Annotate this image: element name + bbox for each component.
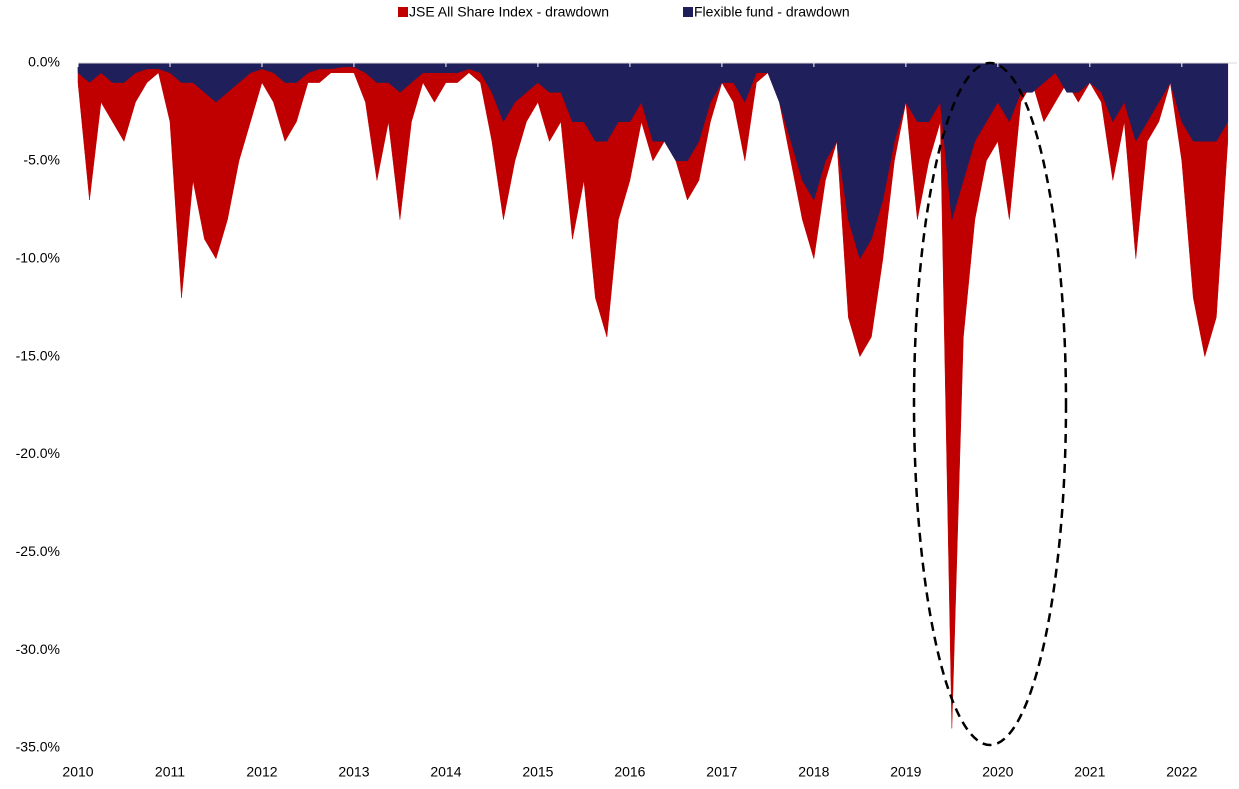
x-tick-label: 2017 xyxy=(706,764,737,780)
x-tick-label: 2010 xyxy=(62,764,93,780)
legend-label: Flexible fund - drawdown xyxy=(694,4,850,20)
y-tick-label: -35.0% xyxy=(16,739,60,755)
x-tick-label: 2021 xyxy=(1074,764,1105,780)
x-tick-label: 2018 xyxy=(798,764,829,780)
x-tick-label: 2011 xyxy=(155,764,185,780)
x-tick-label: 2020 xyxy=(982,764,1013,780)
y-tick-label: -20.0% xyxy=(16,445,60,461)
x-tick-label: 2019 xyxy=(890,764,921,780)
y-tick-label: -30.0% xyxy=(16,641,60,657)
x-tick-label: 2022 xyxy=(1166,764,1197,780)
y-tick-label: -10.0% xyxy=(16,249,60,265)
legend-swatch xyxy=(398,7,408,17)
area xyxy=(77,62,1229,729)
area xyxy=(77,62,1229,260)
y-tick-label: -25.0% xyxy=(16,543,60,559)
legend-label: JSE All Share Index - drawdown xyxy=(409,4,609,20)
y-tick-label: -5.0% xyxy=(23,152,60,168)
x-tick-label: 2013 xyxy=(338,764,369,780)
x-tick-label: 2015 xyxy=(522,764,553,780)
y-tick-label: -15.0% xyxy=(16,347,60,363)
x-tick-label: 2012 xyxy=(246,764,277,780)
legend-swatch xyxy=(683,7,693,17)
y-tick-label: 0.0% xyxy=(28,54,60,70)
highlight-ellipse xyxy=(912,61,1068,747)
x-tick-label: 2014 xyxy=(430,764,461,780)
x-tick-label: 2016 xyxy=(614,764,645,780)
